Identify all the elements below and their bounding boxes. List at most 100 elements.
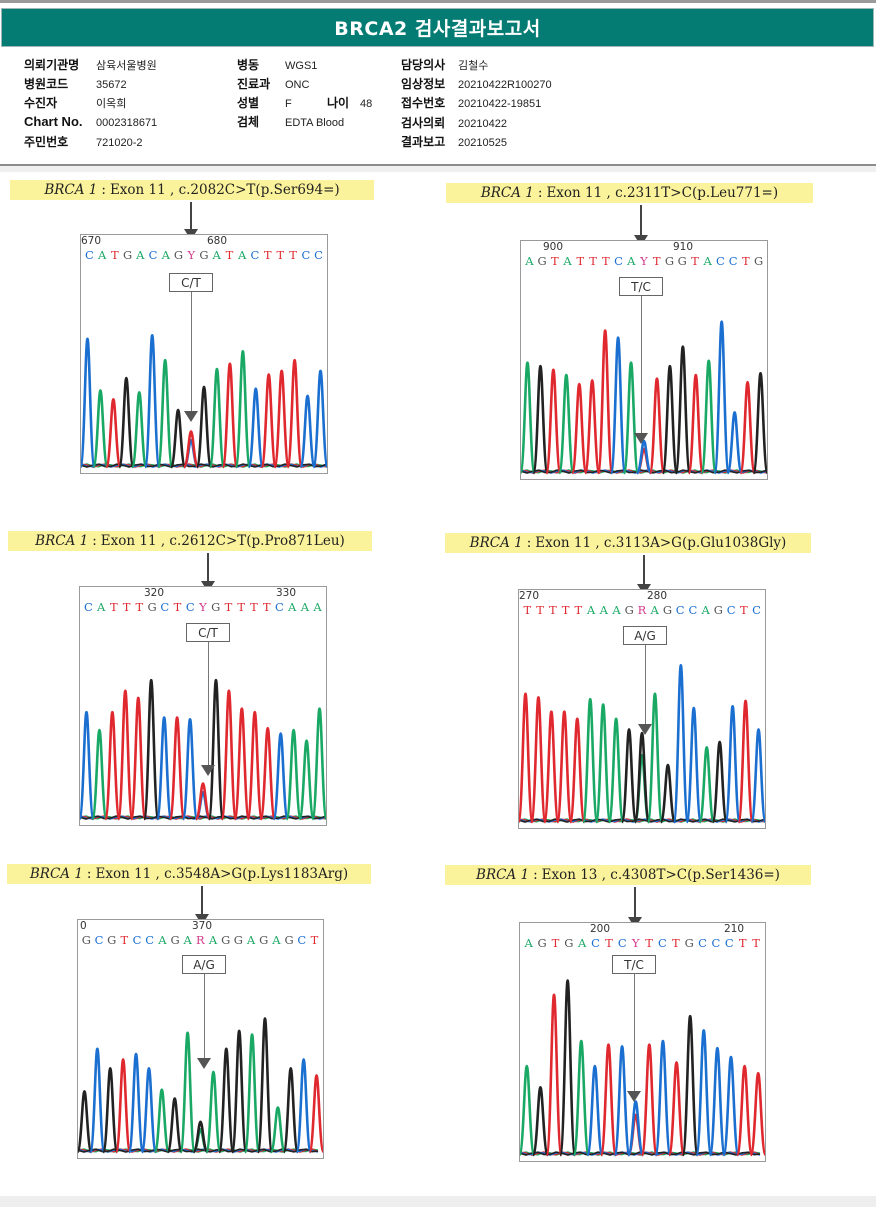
- base-call: C: [94, 933, 104, 947]
- base-call: G: [537, 254, 547, 268]
- peak-a: [572, 1039, 591, 1157]
- position-label: 330: [276, 587, 297, 599]
- peak-c: [247, 387, 265, 469]
- base-call: G: [81, 933, 91, 947]
- peak-a: [607, 717, 625, 824]
- info-institution: 의뢰기관명 삼육서울병원: [24, 58, 157, 72]
- base-call: C: [145, 933, 155, 947]
- base-call: A: [161, 248, 170, 262]
- base-call: C: [250, 248, 260, 262]
- peak-g: [282, 1067, 300, 1154]
- base-call: C: [297, 933, 307, 947]
- base-call: T: [536, 603, 544, 617]
- base-call: T: [740, 603, 748, 617]
- peak-t: [739, 380, 756, 475]
- peak-a: [130, 390, 148, 469]
- peak-g: [207, 678, 225, 821]
- base-call: A: [238, 248, 247, 262]
- chromatogram: 900 910 A G T A T T T C A Y T G G T A C C T G T/C: [520, 240, 768, 480]
- peak-g: [192, 1120, 209, 1154]
- base-call: C: [675, 603, 685, 617]
- gene-name: BRCA 1: [35, 533, 89, 549]
- gene-name: BRCA 1: [44, 182, 98, 198]
- pointer-arrow-line: [190, 202, 192, 232]
- heterozygous-call-label: C/T: [186, 623, 230, 642]
- peak-c: [295, 1058, 313, 1154]
- base-call: C: [728, 254, 738, 268]
- base-call: T: [173, 600, 182, 614]
- base-call: T: [250, 600, 258, 614]
- peak-c: [635, 439, 653, 475]
- peak-t: [568, 717, 586, 824]
- base-call: A: [97, 248, 107, 262]
- base-call: T: [289, 248, 297, 262]
- peak-g: [217, 1047, 235, 1154]
- age-label: 나이: [327, 96, 350, 110]
- peak-t: [103, 710, 121, 821]
- base-call: A: [287, 600, 297, 614]
- peak-g: [674, 345, 692, 475]
- base-call: T: [263, 248, 272, 262]
- peak-t: [737, 699, 754, 824]
- peak-t: [233, 707, 251, 821]
- base-call: T: [237, 600, 246, 614]
- base-call: G: [284, 933, 294, 947]
- peak-t: [286, 358, 304, 469]
- base-call: C: [658, 936, 667, 950]
- chromatogram: 200 210 A G T G A C T C Y T C T G C C C T T T/C: [519, 922, 766, 1162]
- base-call: T: [122, 600, 131, 614]
- peak-t: [129, 696, 147, 821]
- info-physician: 담당의사 김철수: [401, 58, 489, 72]
- peak-c: [672, 664, 690, 824]
- variant-detail: Exon 11 , c.3113A>G(p.Glu1038Gly): [535, 535, 787, 551]
- base-call: C: [617, 936, 627, 950]
- base-call: R: [196, 933, 205, 947]
- base-call: T: [523, 603, 532, 617]
- peak-c: [155, 716, 173, 821]
- patient-info: 의뢰기관명 삼육서울병원 병원코드 35672 수진자 이옥희 Chart No…: [0, 56, 876, 156]
- base-call: T: [574, 603, 583, 617]
- variant-detail: Exon 11 , c.3548A>G(p.Lys1183Arg): [95, 866, 349, 882]
- peak-a: [557, 373, 575, 475]
- peak-t: [749, 1071, 765, 1157]
- variant-pointer-icon: [638, 724, 652, 735]
- position-label: 280: [647, 590, 668, 602]
- pointer-arrow-line: [201, 886, 203, 917]
- chromatogram: 320 330 C A T T T G C T C Y G T T T T C A A A C/T: [79, 586, 327, 826]
- peak-c: [127, 1052, 145, 1154]
- baseline-noise: [519, 818, 765, 823]
- position-label: 370: [192, 920, 213, 932]
- base-call: A: [183, 933, 192, 947]
- info-chart-no: Chart No. 0002318671: [24, 114, 158, 129]
- base-call: T: [605, 936, 613, 950]
- base-call: G: [662, 603, 673, 617]
- base-call: C: [148, 248, 158, 262]
- peak-g: [117, 376, 135, 469]
- base-call: C: [185, 600, 195, 614]
- variant-detail: Exon 11 , c.2082C>T(p.Ser694=): [109, 182, 340, 198]
- base-call: T: [262, 600, 271, 614]
- peak-t: [220, 689, 238, 821]
- peak-g: [256, 1017, 274, 1154]
- peak-t: [599, 1043, 618, 1157]
- base-call: G: [713, 603, 723, 617]
- peak-t: [194, 782, 212, 821]
- base-call: A: [524, 936, 533, 950]
- base-call: G: [122, 248, 133, 262]
- base-call: Y: [640, 254, 648, 268]
- report-title-bar: BRCA2 검사결과보고서: [1, 8, 874, 47]
- variant-pointer-line: [645, 645, 646, 724]
- position-label: 210: [724, 923, 745, 935]
- base-call: T: [561, 603, 570, 617]
- base-call: C: [84, 248, 94, 262]
- peak-c: [609, 336, 627, 475]
- peak-a: [520, 1064, 536, 1157]
- chromatogram: 0 370 G C G T C C A G A R A G G A G A G C T A/G: [77, 919, 324, 1159]
- peak-g: [166, 1097, 184, 1154]
- peak-c: [80, 710, 95, 821]
- chromatogram: 270 280 T T T T T A A A G R A G C C A G C T C A/G: [518, 589, 766, 829]
- peak-t: [640, 1043, 659, 1157]
- base-call: G: [677, 254, 687, 268]
- base-call: A: [300, 600, 309, 614]
